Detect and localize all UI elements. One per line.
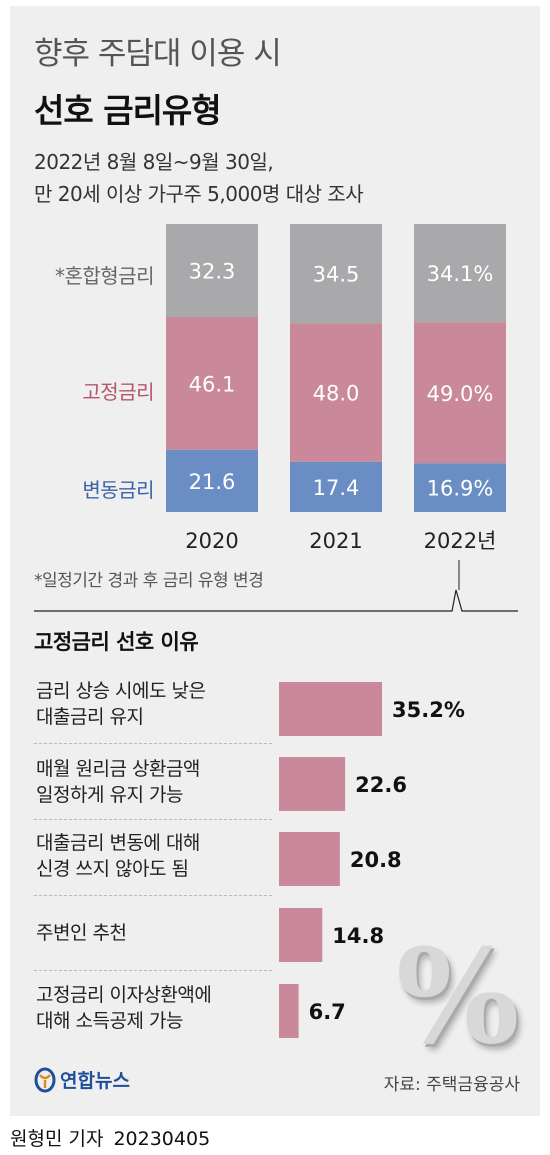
reason-label-line: 고정금리 이자상환액에 [36, 984, 212, 1006]
bar-segment [290, 461, 382, 512]
x-tick-label: 2022년 [424, 529, 497, 553]
infographic-card [10, 6, 540, 1116]
reason-label-line: 주변인 추천 [36, 922, 127, 944]
reason-label-line: 매월 원리금 상환금액 [36, 758, 200, 780]
survey-period: 2022년 8월 8일~9월 30일, [34, 150, 274, 174]
survey-target: 만 20세 이상 가구주 5,000명 대상 조사 [34, 182, 364, 206]
data-label: 17.4 [313, 476, 360, 500]
reporter-name: 원형민 기자 [10, 1128, 104, 1150]
data-label: 46.1 [189, 372, 236, 396]
reason-label-line: 대출금리 변동에 대해 [36, 832, 200, 854]
reason-value-label: 35.2% [392, 698, 465, 722]
data-label: 16.9% [427, 477, 494, 501]
infographic-title: 선호 금리유형 [34, 91, 222, 130]
bar-segment [414, 463, 506, 512]
infographic-subtitle: 향후 주담대 이용 시 [34, 36, 282, 72]
bar-segment [166, 449, 258, 512]
reason-label-line: 일정하게 유지 가능 [36, 784, 183, 806]
source-note: 자료: 주택금융공사 [383, 1075, 520, 1095]
row-label-mixed: *혼합형금리 [55, 264, 155, 288]
axis-break-marker [34, 589, 518, 612]
reason-value-label: 14.8 [332, 924, 384, 948]
byline: 원형민 기자 20230405 [10, 1124, 210, 1151]
reason-label-line: 대출금리 유지 [36, 706, 144, 728]
yonhap-logo-icon [34, 1067, 56, 1092]
footnote: *일정기간 경과 후 금리 유형 변경 [34, 571, 264, 591]
data-label: 34.5 [313, 263, 360, 287]
divider [34, 895, 272, 896]
reason-label: 금리 상승 시에도 낮은 대출금리 유지 [36, 678, 276, 730]
reason-label: 고정금리 이자상환액에 대해 소득공제 가능 [36, 982, 276, 1034]
row-label-variable: 변동금리 [82, 478, 154, 502]
bar-segment [414, 224, 506, 323]
percent-decoration-icon: % [396, 920, 520, 1073]
divider [34, 743, 272, 744]
reason-label-line: 대해 소득공제 가능 [36, 1010, 183, 1032]
reason-bar [279, 908, 323, 962]
reason-bar [279, 832, 340, 886]
reason-label-line: 금리 상승 시에도 낮은 [36, 680, 206, 702]
logo-text: 연합뉴스 [60, 1070, 130, 1092]
bar-segment [414, 322, 506, 464]
data-label: 21.6 [189, 470, 236, 494]
divider [34, 819, 272, 820]
reason-label: 매월 원리금 상환금액 일정하게 유지 가능 [36, 756, 276, 808]
x-tick-label: 2020 [185, 529, 238, 553]
bar-segment [166, 317, 258, 450]
x-tick-label: 2021 [309, 529, 362, 553]
divider [34, 970, 272, 971]
data-label: 48.0 [313, 382, 360, 406]
reason-label-line: 신경 쓰지 않아도 됨 [36, 858, 189, 880]
data-label: 34.1% [427, 262, 494, 286]
reason-bar [279, 984, 299, 1038]
data-label: 49.0% [427, 382, 494, 406]
publish-date: 20230405 [113, 1128, 211, 1150]
row-label-fixed: 고정금리 [82, 380, 154, 404]
data-label: 32.3 [189, 260, 236, 284]
bar-segment [290, 224, 382, 324]
stacked-bar-chart: 32.3 46.1 21.6 2020 34.5 48.0 17.4 2021 34.1% 49.… [34, 224, 518, 612]
reason-value-label: 22.6 [355, 773, 407, 797]
reason-label: 주변인 추천 [36, 920, 276, 946]
bar-segment [166, 224, 258, 318]
reason-bar [279, 682, 382, 736]
reason-label: 대출금리 변동에 대해 신경 쓰지 않아도 됨 [36, 830, 276, 882]
yonhap-logo: 연합뉴스 [34, 1066, 130, 1093]
reason-value-label: 20.8 [350, 848, 402, 872]
reason-value-label: 6.7 [309, 1000, 346, 1024]
reason-bar [279, 757, 346, 811]
reasons-section-title: 고정금리 선호 이유 [34, 630, 199, 654]
bar-segment [290, 323, 382, 462]
reason-bar-chart: 35.2% 22.6 20.8 14.8 6.7 [279, 682, 465, 1038]
